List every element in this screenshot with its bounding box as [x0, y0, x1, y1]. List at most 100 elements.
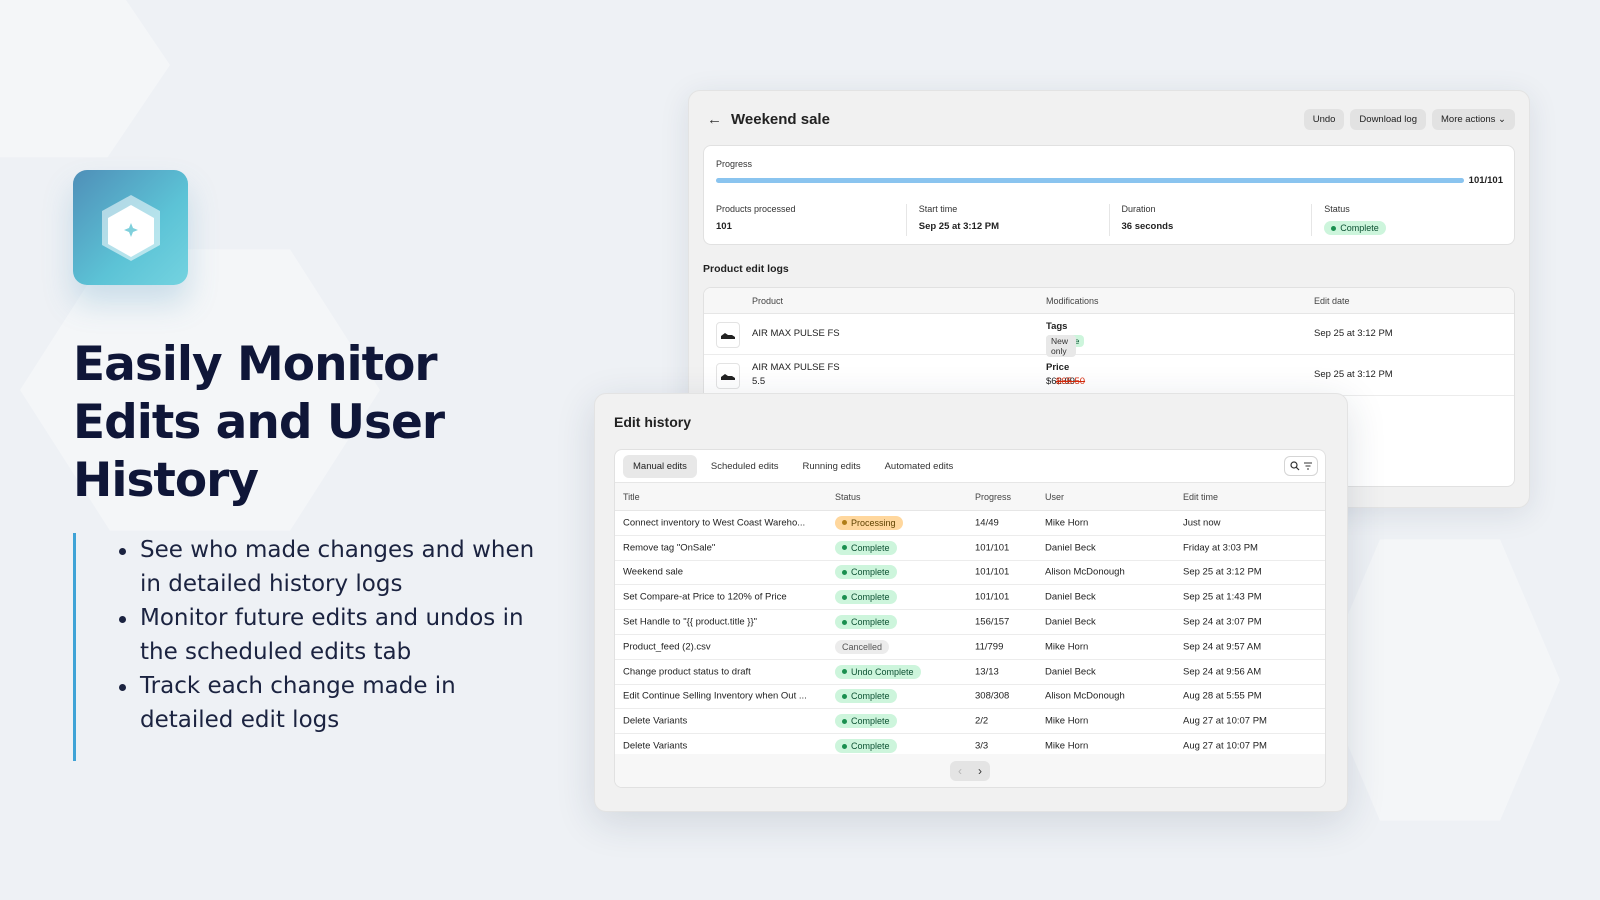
- feature-bullet: See who made changes and when in detaile…: [116, 533, 543, 601]
- status-badge: Cancelled: [835, 639, 890, 654]
- old-price: $65.50: [1056, 376, 1086, 387]
- headline-line: History: [73, 453, 259, 508]
- table-row[interactable]: AIR MAX PULSE FS 5.5 Price $62.99 $65.50 …: [704, 355, 1514, 396]
- progress-label: Progress: [716, 159, 753, 169]
- status-cell: Complete: [835, 615, 897, 630]
- undo-button[interactable]: Undo: [1303, 108, 1345, 130]
- tab-running-edits[interactable]: Running edits: [802, 460, 861, 472]
- status-badge: Undo Complete: [835, 664, 921, 679]
- status-cell: Complete: [835, 565, 897, 580]
- row-user: Daniel Beck: [1045, 616, 1096, 628]
- edit-history-title: Edit history: [614, 414, 692, 430]
- stat-label: Start time: [918, 204, 958, 214]
- background-hexagon: [1320, 539, 1560, 821]
- stats-row: Products processed 101 Start time Sep 25…: [704, 204, 1514, 236]
- stat-status: Status Complete: [1311, 204, 1514, 236]
- table-row[interactable]: Weekend sale Complete 101/101 Alison McDono…: [615, 561, 1325, 586]
- column-header-product: Product: [752, 296, 784, 306]
- status-badge: Complete: [835, 615, 897, 630]
- headline-line: Edits and User: [73, 395, 445, 450]
- filter-icon: [1303, 462, 1312, 470]
- row-title: Edit Continue Selling Inventory when Out…: [623, 690, 807, 702]
- new-price: $62.99: [1046, 376, 1076, 387]
- status-badge-label: Complete: [851, 542, 890, 553]
- next-page-icon[interactable]: ›: [978, 763, 982, 778]
- row-user: Alison McDonough: [1045, 690, 1125, 702]
- previous-page-icon[interactable]: ‹: [958, 763, 962, 778]
- search-filter-button[interactable]: [1284, 456, 1318, 476]
- product-variant: 5.5: [752, 376, 766, 387]
- table-row[interactable]: Set Handle to "{{ product.title }}" Compl…: [615, 610, 1325, 635]
- status-badge-label: Complete: [851, 716, 890, 727]
- stat-label: Duration: [1121, 204, 1156, 214]
- status-badge: Complete: [835, 590, 897, 605]
- row-progress: 2/2: [975, 715, 989, 727]
- row-title: Remove tag "OnSale": [623, 542, 716, 554]
- row-user: Mike Horn: [1045, 517, 1089, 529]
- status-dot-icon: [842, 693, 847, 699]
- status-dot-icon: [842, 669, 847, 675]
- row-title: Product_feed (2).csv: [623, 641, 711, 653]
- weekend-sale-card: ← Weekend sale Undo Download log More ac…: [688, 90, 1530, 508]
- tab-scheduled-edits[interactable]: Scheduled edits: [710, 460, 779, 472]
- row-progress: 156/157: [975, 616, 1010, 628]
- row-edit-time: Sep 24 at 9:56 AM: [1183, 666, 1262, 678]
- status-badge-label: Complete: [851, 741, 890, 752]
- row-edit-time: Sep 24 at 9:57 AM: [1183, 641, 1262, 653]
- row-edit-time: Sep 25 at 3:12 PM: [1183, 566, 1262, 578]
- product-thumbnail: [716, 322, 740, 348]
- stat-value: 36 seconds: [1121, 221, 1174, 232]
- table-row[interactable]: Delete Variants Complete 2/2 Mike Horn Aug 2…: [615, 709, 1325, 735]
- row-progress: 101/101: [975, 542, 1010, 554]
- status-cell: Complete: [835, 739, 897, 754]
- row-user: Mike Horn: [1045, 740, 1089, 752]
- column-header-title[interactable]: Title: [623, 491, 640, 502]
- tab-bar: Manual edits Scheduled edits Running edi…: [615, 450, 1325, 483]
- stat-start-time: Start time Sep 25 at 3:12 PM: [905, 204, 1109, 236]
- table-row[interactable]: AIR MAX PULSE FS Tags OnSaleinvite onlyN…: [704, 314, 1514, 357]
- header-actions: Undo Download log More actions ⌄: [1303, 108, 1515, 130]
- tab-automated-edits[interactable]: Automated edits: [884, 460, 954, 472]
- stat-value-wrap: Complete: [1324, 221, 1514, 235]
- download-log-button[interactable]: Download log: [1350, 108, 1426, 130]
- edit-history-card: Edit history Manual edits Scheduled edit…: [594, 393, 1348, 812]
- status-dot-icon: [842, 619, 847, 625]
- column-header-edit-time[interactable]: Edit time: [1183, 491, 1219, 502]
- more-actions-button[interactable]: More actions ⌄: [1432, 108, 1515, 130]
- status-badge: Complete: [835, 540, 897, 555]
- table-row[interactable]: Product_feed (2).csv Cancelled 11/799 Mike …: [615, 635, 1325, 660]
- pagination-controls: ‹ ›: [950, 760, 990, 781]
- tab-manual-edits[interactable]: Manual edits: [623, 454, 697, 478]
- edit-date: Sep 25 at 3:12 PM: [1314, 328, 1393, 339]
- status-badge: Complete: [835, 565, 897, 580]
- row-edit-time: Sep 24 at 3:07 PM: [1183, 616, 1262, 628]
- table-row[interactable]: Set Compare-at Price to 120% of Price Com…: [615, 585, 1325, 611]
- row-edit-time: Aug 28 at 5:55 PM: [1183, 690, 1262, 702]
- status-badge-label: Complete: [851, 592, 890, 603]
- status-badge-label: Cancelled: [842, 641, 883, 652]
- back-arrow-icon[interactable]: ←: [707, 110, 722, 128]
- feature-bullet: Monitor future edits and undos in the sc…: [116, 601, 543, 669]
- column-header-progress[interactable]: Progress: [975, 491, 1012, 502]
- column-header-user[interactable]: User: [1045, 491, 1065, 502]
- row-progress: 14/49: [975, 517, 999, 529]
- row-progress: 308/308: [975, 690, 1010, 702]
- table-row[interactable]: Change product status to draft Undo Compl…: [615, 660, 1325, 685]
- status-dot-icon: [842, 594, 847, 600]
- feature-bullet: Track each change made in detailed edit …: [116, 669, 543, 737]
- status-dot-icon: [842, 569, 847, 575]
- table-row[interactable]: Edit Continue Selling Inventory when Out…: [615, 685, 1325, 710]
- status-badge: Complete: [835, 739, 897, 754]
- headline-line: Easily Monitor: [73, 337, 438, 392]
- page-headline: Easily Monitor Edits and User History: [73, 336, 533, 510]
- weekend-sale-header: ← Weekend sale Undo Download log More ac…: [707, 107, 1515, 131]
- status-badge-label: Undo Complete: [851, 666, 914, 677]
- product-edit-logs-table: Product Modifications Edit date AIR MAX …: [703, 287, 1515, 487]
- feature-list: See who made changes and when in detaile…: [73, 533, 543, 761]
- table-row[interactable]: Remove tag "OnSale" Complete 101/101 Daniel…: [615, 536, 1325, 561]
- status-badge-label: Processing: [851, 517, 896, 528]
- column-header-status[interactable]: Status: [835, 491, 861, 502]
- progress-count: 101/101: [1468, 175, 1503, 186]
- table-row[interactable]: Connect inventory to West Coast Wareho..…: [615, 511, 1325, 536]
- sneaker-icon: [721, 374, 735, 380]
